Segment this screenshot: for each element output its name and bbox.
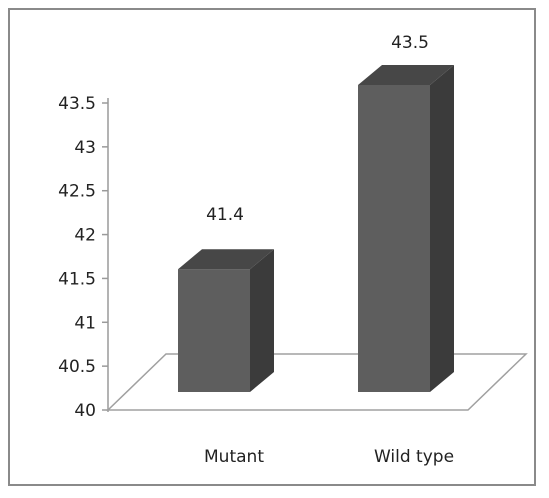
bar-front-mutant (178, 269, 250, 392)
bar-top (358, 65, 454, 85)
bar-side (250, 249, 274, 392)
y-tick-label: 42.5 (58, 182, 96, 202)
y-tick-label: 42 (74, 226, 96, 246)
chart-floor (106, 353, 528, 411)
y-tick-label: 41 (74, 313, 96, 333)
data-label: 41.4 (206, 205, 244, 225)
bar-front-wild-type (358, 85, 430, 392)
y-tick-label: 40.5 (58, 357, 96, 377)
y-tick-label: 43.5 (58, 94, 96, 114)
y-tick-label: 43 (74, 138, 96, 158)
bar-top (178, 249, 274, 270)
x-category-label: Wild type (374, 447, 454, 467)
y-tick-label: 41.5 (58, 269, 96, 289)
data-label: 43.5 (391, 33, 429, 53)
bar-side (430, 65, 454, 392)
x-category-label: Mutant (204, 447, 264, 467)
y-tick-label: 40 (74, 401, 96, 421)
